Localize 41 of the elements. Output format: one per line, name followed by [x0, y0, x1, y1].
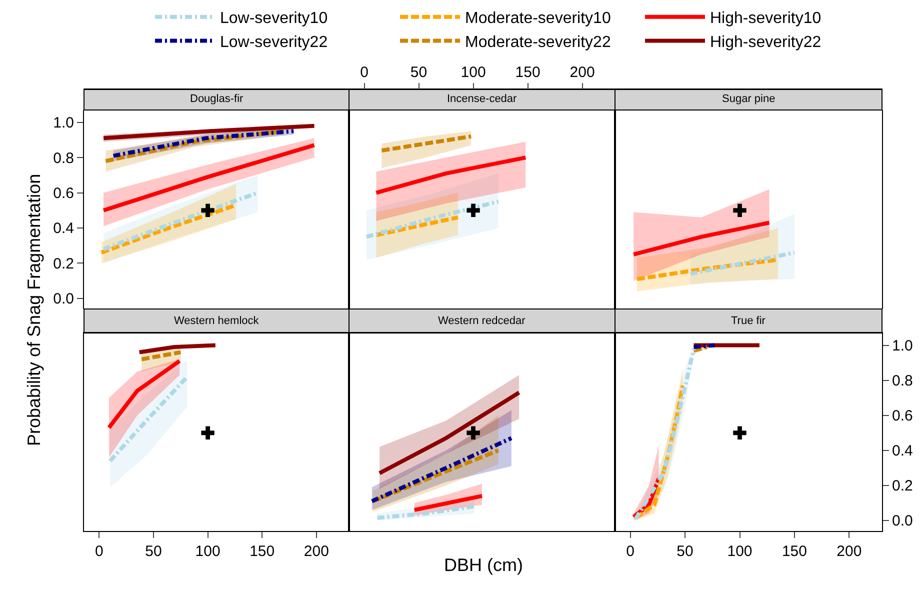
- legend-label: Moderate-severity10: [465, 10, 611, 28]
- x-tick-label: 150: [515, 64, 540, 81]
- y-tick-label: 1.0: [892, 338, 913, 355]
- legend-label: High-severity22: [710, 34, 822, 51]
- y-tick-label: 0.6: [892, 408, 913, 425]
- x-tick-label: 150: [250, 543, 275, 560]
- y-tick-label: 0.0: [892, 512, 913, 530]
- x-tick-label: 50: [676, 543, 694, 560]
- y-axis-title: Probability of Snag Fragmentation: [24, 174, 44, 446]
- legend-label: Moderate-severity22: [465, 34, 611, 51]
- x-tick-label: 0: [360, 64, 368, 81]
- legend-label: High-severity10: [710, 10, 822, 28]
- x-tick-label: 0: [95, 543, 104, 560]
- x-tick-label: 100: [727, 543, 752, 560]
- x-tick-label: 150: [782, 543, 807, 560]
- x-tick-label: 100: [195, 543, 220, 560]
- x-tick-label: 100: [460, 64, 486, 81]
- y-tick-label: 0.2: [53, 255, 74, 272]
- chart-title: True fir: [731, 315, 766, 327]
- x-tick-label: 50: [410, 64, 428, 81]
- y-tick-label: 1.0: [53, 114, 74, 132]
- y-tick-label: 0.4: [53, 220, 74, 238]
- y-tick-label: 0.8: [53, 150, 74, 167]
- x-tick-label: 200: [836, 543, 862, 560]
- x-tick-label: 50: [145, 543, 162, 560]
- x-axis-title: DBH (cm): [444, 555, 523, 575]
- y-tick-label: 0.8: [892, 372, 913, 390]
- chart-title: Sugar pine: [722, 93, 776, 105]
- chart-title: Incense-cedar: [447, 93, 518, 105]
- y-tick-label: 0.6: [53, 185, 74, 202]
- x-tick-label: 0: [626, 543, 634, 560]
- y-tick-label: 0.2: [892, 478, 913, 495]
- y-tick-label: 0.0: [53, 290, 74, 308]
- chart-title: Western redcedar: [438, 315, 526, 327]
- x-tick-label: 200: [570, 64, 595, 81]
- x-tick-label: 200: [304, 543, 329, 560]
- chart-title: Douglas-fir: [190, 93, 244, 105]
- y-tick-label: 0.4: [892, 442, 913, 460]
- legend-label: Low-severity10: [220, 10, 328, 28]
- chart-title: Western hemlock: [174, 315, 260, 327]
- legend-label: Low-severity22: [220, 34, 328, 51]
